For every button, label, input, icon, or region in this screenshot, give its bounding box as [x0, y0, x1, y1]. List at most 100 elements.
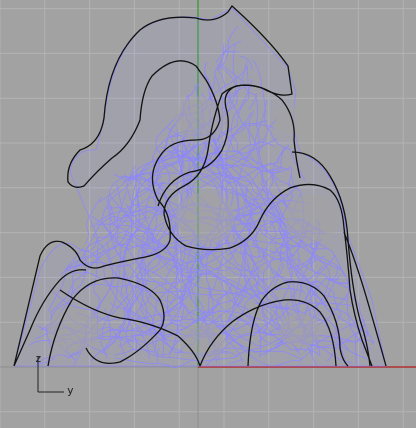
mesh-strand: [127, 171, 146, 182]
mesh-strand: [149, 174, 181, 283]
mesh-strand: [35, 358, 55, 364]
axis-label-y: y: [67, 384, 74, 397]
mesh-strand: [191, 194, 289, 212]
mesh-strand: [177, 250, 251, 358]
mesh-strand: [121, 175, 194, 210]
right-closing-curve[interactable]: [343, 231, 387, 367]
mesh-strand: [262, 249, 317, 366]
mesh-strand: [119, 256, 161, 358]
outer-boundary-curve[interactable]: [13, 5, 373, 367]
mesh-strand: [155, 64, 249, 187]
mesh-strand: [102, 222, 123, 247]
mesh-strand: [68, 242, 113, 357]
mesh-strand: [211, 350, 238, 358]
mesh-hole: [175, 192, 235, 244]
mesh-strand: [192, 67, 250, 163]
mesh-strand: [60, 117, 181, 276]
mesh-strand: [28, 304, 184, 346]
mesh-strand: [122, 152, 250, 183]
mesh-strand: [198, 256, 224, 345]
mesh-strand: [183, 113, 316, 251]
mesh-hole: [284, 194, 340, 242]
mesh-strand: [57, 343, 76, 361]
inner-curve-lower-right[interactable]: [247, 281, 349, 367]
mesh-strand: [298, 255, 326, 270]
mesh-strand: [103, 225, 165, 352]
mesh-strand: [223, 279, 368, 360]
mesh-strand: [223, 325, 314, 347]
mesh-strand: [115, 218, 269, 297]
mesh-strand: [35, 326, 101, 340]
mesh-strand: [141, 83, 198, 173]
mesh-strand: [160, 217, 324, 318]
mesh-strand: [197, 248, 210, 347]
mesh-strand: [219, 314, 244, 363]
mesh-strand: [195, 164, 303, 292]
inner-curve-center[interactable]: [157, 84, 301, 207]
mesh-strand: [122, 209, 270, 344]
boundary-curves[interactable]: [13, 5, 387, 367]
inner-curve-bottom-mid[interactable]: [59, 289, 201, 367]
mesh-strand: [187, 251, 321, 357]
mesh-strand: [130, 328, 319, 362]
mesh-hole: [180, 323, 224, 361]
mesh-strand: [166, 134, 186, 318]
mesh-strand: [306, 254, 336, 346]
mesh-strand: [147, 44, 237, 186]
mesh-hole: [280, 313, 320, 347]
inner-curve-bottom-right[interactable]: [199, 299, 337, 367]
mesh-strand: [124, 232, 262, 358]
mesh-strand: [185, 137, 291, 173]
mesh-hole: [274, 106, 306, 134]
mesh-strand: [168, 143, 245, 196]
mesh-strand: [197, 155, 277, 306]
mesh-strand: [75, 235, 226, 322]
mesh-strand: [196, 103, 266, 282]
mesh-strand: [73, 347, 85, 365]
mesh-strand: [181, 85, 248, 159]
mesh-strand: [172, 181, 221, 360]
mesh-strand: [170, 75, 240, 269]
mesh-strand: [205, 156, 290, 170]
mesh-strand: [110, 124, 207, 260]
mesh-strand: [297, 241, 318, 356]
mesh-strand: [156, 223, 265, 304]
mesh-strand: [151, 242, 317, 297]
mesh-strand: [204, 61, 299, 190]
mesh-strand: [205, 265, 324, 367]
mesh-strand: [114, 164, 147, 324]
mesh-strand: [64, 268, 130, 302]
mesh-strand: [114, 318, 276, 356]
mesh-strand: [253, 60, 306, 181]
inner-curve-bottom[interactable]: [47, 277, 165, 367]
mesh-strand: [108, 154, 184, 192]
mesh-strand: [208, 108, 342, 271]
mesh-strand: [176, 126, 192, 194]
mesh-strand: [40, 175, 162, 331]
mesh-strand: [101, 166, 192, 223]
mesh-strand: [247, 146, 348, 284]
mesh-strand: [152, 197, 295, 273]
mesh-strand: [302, 280, 317, 342]
mesh-strand: [118, 288, 246, 347]
mesh-strand: [92, 233, 101, 338]
mesh-strand: [143, 120, 267, 185]
mesh-strand: [37, 337, 135, 366]
mesh-strand: [318, 259, 351, 290]
mesh-strand: [257, 118, 279, 154]
mesh-strand: [84, 196, 103, 245]
mesh-strand: [184, 147, 290, 192]
mesh-strand: [280, 230, 314, 236]
inner-curve-right-loop[interactable]: [291, 151, 371, 367]
mesh-wireframe[interactable]: [13, 7, 387, 368]
mesh-strand: [52, 291, 96, 312]
mesh-strand: [248, 93, 258, 110]
mesh-strand: [226, 100, 268, 183]
mesh-strand: [202, 149, 292, 331]
mesh-strand: [116, 184, 154, 236]
mesh-strand: [115, 264, 281, 368]
mesh-strand: [300, 302, 362, 339]
mesh-strand: [231, 79, 304, 230]
